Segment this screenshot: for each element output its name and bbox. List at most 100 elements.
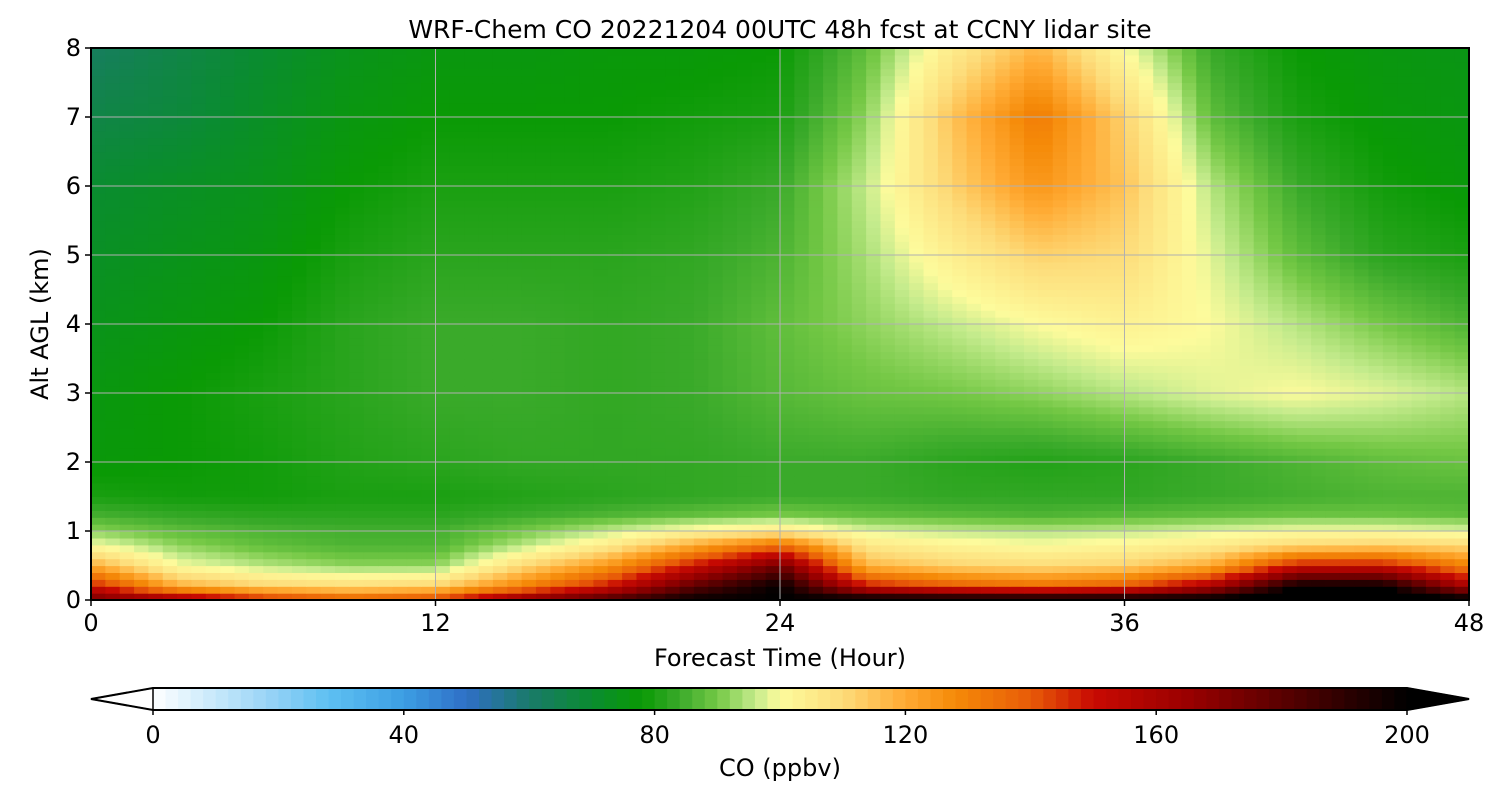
heatmap-cell [220,496,236,504]
heatmap-cell [1167,503,1183,511]
heatmap-cell [220,586,236,594]
heatmap-cell [1325,593,1341,600]
heatmap-cell [923,337,939,346]
heatmap-cell [1095,565,1111,573]
heatmap-cell [1368,551,1384,560]
heatmap-cell [105,448,121,456]
heatmap-cell [119,351,135,360]
heatmap-cell [636,510,652,518]
heatmap-cell [823,413,839,422]
heatmap-cell [1181,330,1197,339]
heatmap-cell [191,544,207,553]
heatmap-cell [650,468,666,477]
heatmap-cell [1354,455,1370,463]
heatmap-cell [1354,393,1370,401]
heatmap-cell [535,579,551,587]
heatmap-cell [248,399,264,408]
heatmap-cell [1095,489,1111,498]
heatmap-cell [1425,413,1441,422]
heatmap-cell [1167,496,1183,504]
heatmap-cell [320,413,336,422]
heatmap-cell [1167,441,1183,449]
heatmap-cell [335,572,350,580]
heatmap-cell [1440,482,1456,491]
heatmap-cell [780,496,795,504]
heatmap-cell [693,565,709,573]
heatmap-cell [995,579,1011,587]
heatmap-cell [1311,586,1327,594]
heatmap-cell [277,544,293,553]
heatmap-cell [937,455,953,463]
heatmap-cell [952,537,968,546]
heatmap-cell [220,441,236,449]
heatmap-cell [1397,503,1413,511]
heatmap-cell [421,448,437,456]
heatmap-cell [880,544,896,553]
heatmap-cell [320,462,336,470]
heatmap-cell [1196,537,1212,546]
heatmap-cell [220,558,236,567]
heatmap-cell [1368,248,1384,256]
heatmap-cell [1311,551,1327,560]
heatmap-cell [1081,268,1097,277]
heatmap-cell [650,441,666,449]
heatmap-cell [392,379,408,387]
heatmap-cell [521,510,537,518]
heatmap-cell [148,358,164,366]
heatmap-cell [105,330,121,339]
heatmap-cell [1268,565,1283,573]
heatmap-cell [320,558,336,567]
heatmap-cell [349,393,365,401]
heatmap-cell [162,517,178,525]
heatmap-cell [421,462,437,470]
heatmap-cell [1110,303,1126,311]
heatmap-cell [91,344,106,353]
heatmap-cell [1296,475,1312,484]
heatmap-cell [823,303,839,311]
heatmap-cell [823,593,839,600]
heatmap-cell [708,503,724,511]
heatmap-cell [823,399,839,408]
heatmap-cell [1339,296,1355,304]
heatmap-cell [1081,544,1097,553]
heatmap-cell [263,586,279,594]
heatmap-cell [966,496,982,504]
heatmap-cell [535,241,551,249]
heatmap-cell [1411,558,1427,567]
heatmap-cell [1268,365,1283,373]
heatmap-cell [521,393,537,401]
heatmap-cell [650,337,666,346]
heatmap-cell [234,537,250,546]
heatmap-cell [1454,496,1469,504]
heatmap-cell [177,441,193,449]
heatmap-cell [1382,330,1398,339]
heatmap-cell [808,482,824,491]
heatmap-cell [808,462,824,470]
heatmap-cell [593,482,609,491]
heatmap-cell [248,579,264,587]
heatmap-cell [378,386,394,394]
heatmap-cell [492,413,508,422]
heatmap-cell [1382,558,1398,567]
heatmap-cell [708,489,724,498]
heatmap-cell [1153,351,1169,360]
heatmap-cell [119,406,135,415]
heatmap-cell [320,365,336,373]
heatmap-cell [751,268,767,277]
heatmap-cell [1009,551,1025,560]
heatmap-cell [177,593,193,600]
heatmap-cell [736,393,752,401]
heatmap-cell [607,241,623,249]
heatmap-cell [306,537,322,546]
heatmap-cell [521,427,537,435]
heatmap-cell [191,475,207,484]
heatmap-cell [535,289,551,297]
heatmap-cell [823,255,839,263]
heatmap-cell [1153,282,1169,291]
heatmap-cell [91,317,106,325]
heatmap-cell [1239,586,1255,594]
heatmap-cell [205,372,221,380]
heatmap-cell [579,296,594,304]
heatmap-cell [1397,317,1413,325]
heatmap-cell [708,393,724,401]
